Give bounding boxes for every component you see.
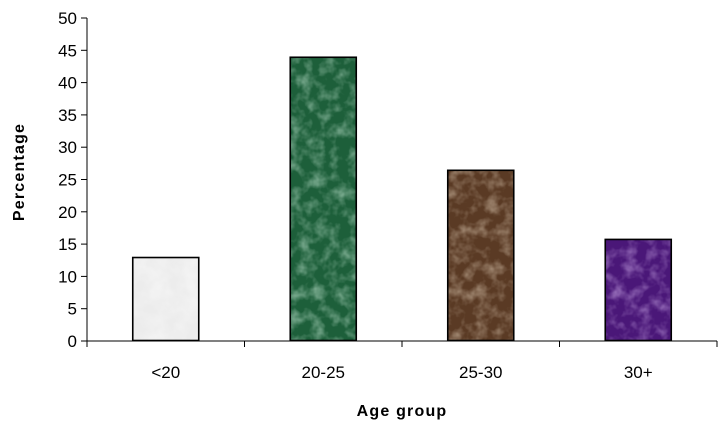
bar-texture [447, 169, 515, 341]
bar-3 [446, 169, 515, 342]
bar-1 [131, 256, 200, 342]
y-tick-label: 15 [58, 235, 77, 254]
y-axis-ticks: 0 5 10 15 20 25 30 35 40 45 50 [58, 9, 87, 351]
x-axis-title: Age group [357, 403, 448, 420]
x-axis-ticks: <20 20-25 25-30 30+ [86, 341, 718, 382]
x-tick-label: 20-25 [302, 363, 345, 382]
bar-texture [289, 56, 357, 341]
y-tick-label: 45 [58, 41, 77, 60]
y-tick-label: 25 [58, 171, 77, 190]
x-tick-label: 25-30 [459, 363, 502, 382]
y-tick-label: 35 [58, 106, 77, 125]
y-tick-label: 50 [58, 9, 77, 28]
y-tick-label: 10 [58, 267, 77, 286]
y-axis-title: Percentage [11, 123, 28, 221]
y-tick-label: 0 [68, 332, 77, 351]
y-tick-label: 40 [58, 74, 77, 93]
bar-texture [132, 257, 200, 341]
bars [131, 56, 673, 342]
x-tick-label: <20 [151, 363, 180, 382]
x-tick-label: 30+ [624, 363, 653, 382]
y-tick-label: 5 [68, 300, 77, 319]
bar-texture [604, 238, 672, 341]
bar-2 [289, 56, 358, 342]
y-tick-label: 20 [58, 203, 77, 222]
bar-4 [604, 238, 673, 342]
y-tick-label: 30 [58, 138, 77, 157]
